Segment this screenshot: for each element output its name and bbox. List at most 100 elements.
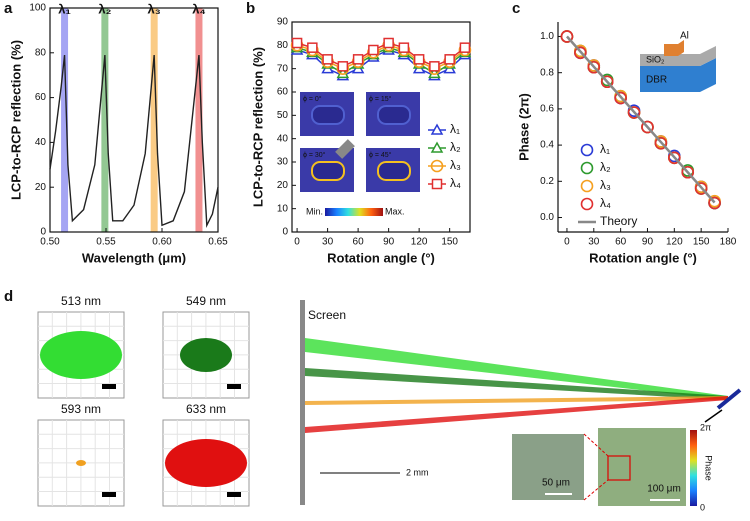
legend-label: λ₄ xyxy=(600,196,611,210)
y-tick-label: 40 xyxy=(277,133,289,144)
x-axis-label: Rotation angle (°) xyxy=(589,250,697,265)
x-tick-label: 30 xyxy=(322,237,334,248)
legend-marker xyxy=(430,123,444,135)
marker xyxy=(352,54,364,65)
x-tick-label: 150 xyxy=(693,237,710,248)
x-tick-label: 0 xyxy=(564,237,570,248)
legend-marker xyxy=(430,159,444,173)
marker xyxy=(694,182,708,195)
colorbar-label: Min. xyxy=(306,206,323,216)
marker xyxy=(681,165,695,179)
marker xyxy=(587,60,601,74)
line xyxy=(49,54,219,228)
y-tick-label: 0.6 xyxy=(540,104,554,115)
legend-marker xyxy=(580,197,594,211)
y-tick-label: 0.8 xyxy=(540,67,554,78)
inset-label: ϕ = 30° xyxy=(303,151,326,159)
plot-frame xyxy=(291,21,471,233)
marker xyxy=(429,61,440,72)
legend-marker xyxy=(430,141,444,153)
inset-scale-label: 50 μm xyxy=(542,478,570,489)
y-tick-label: 60 xyxy=(277,87,289,98)
inset-label: DBR xyxy=(646,75,667,86)
sem-inset xyxy=(512,434,584,500)
nanorod xyxy=(311,105,345,125)
spot-label: 633 nm xyxy=(186,402,226,416)
legend-label: λ₃ xyxy=(450,158,461,172)
x-tick-label: 90 xyxy=(642,237,654,248)
marker xyxy=(600,75,614,89)
focal-spot xyxy=(180,338,232,372)
screen xyxy=(300,300,305,505)
y-tick-label: 50 xyxy=(277,110,289,121)
colorbar-label: Max. xyxy=(385,206,405,216)
scale-bar xyxy=(102,492,116,497)
legend-label: λ₂ xyxy=(450,140,461,154)
legend-marker xyxy=(431,178,443,190)
x-tick-label: 120 xyxy=(411,237,428,248)
nanorod xyxy=(377,161,411,181)
y-tick-label: 90 xyxy=(277,17,289,28)
marker xyxy=(668,151,681,165)
y-tick-label: 20 xyxy=(277,180,289,191)
focal-spot xyxy=(40,331,122,379)
highlight-band xyxy=(195,8,203,232)
x-tick-label: 0.55 xyxy=(96,237,116,248)
y-tick-label: 0.4 xyxy=(540,140,554,151)
x-tick-label: 60 xyxy=(353,237,365,248)
legend-marker xyxy=(580,143,594,157)
highlight-label: λ₁ xyxy=(58,1,71,16)
y-tick-label: 0.0 xyxy=(540,212,554,223)
y-tick-label: 30 xyxy=(277,157,289,168)
y-tick-label: 60 xyxy=(35,92,47,103)
highlight-band xyxy=(61,8,69,232)
spot-label: 549 nm xyxy=(186,294,226,308)
scale-bar xyxy=(227,384,241,389)
x-tick-label: 120 xyxy=(666,237,683,248)
line xyxy=(296,44,466,70)
x-tick-label: 60 xyxy=(615,237,627,248)
marker xyxy=(444,54,455,65)
x-tick-label: 0.50 xyxy=(40,237,60,248)
nanorod xyxy=(377,105,411,125)
marker xyxy=(383,37,394,49)
focal-spot xyxy=(76,460,86,466)
spot-label: 593 nm xyxy=(61,402,101,416)
legend-label: λ₁ xyxy=(450,122,460,136)
inset-label: ϕ = 45° xyxy=(369,151,392,159)
colorbar-max: 2π xyxy=(700,422,711,432)
panel-label: c xyxy=(512,0,520,17)
panel-label: b xyxy=(246,0,255,17)
marker xyxy=(627,106,641,119)
highlight-label: λ₂ xyxy=(98,1,111,16)
y-tick-label: 70 xyxy=(277,63,289,74)
marker xyxy=(574,46,587,60)
legend-marker xyxy=(580,179,594,193)
x-tick-label: 150 xyxy=(441,237,458,248)
highlight-band xyxy=(150,8,158,232)
spot-label: 513 nm xyxy=(61,294,101,308)
legend-marker xyxy=(580,161,594,175)
plot-frame xyxy=(49,7,219,233)
colorbar-min: 0 xyxy=(700,502,705,512)
y-tick-label: 10 xyxy=(277,203,289,214)
y-tick-label: 100 xyxy=(29,3,46,14)
legend-label: λ₃ xyxy=(600,178,611,192)
colorbar-title: Phase xyxy=(704,455,714,481)
x-axis-label: Rotation angle (°) xyxy=(327,250,435,265)
y-axis-label: Phase (2π) xyxy=(516,93,531,161)
legend-label: λ₂ xyxy=(600,160,611,174)
beam xyxy=(305,396,728,433)
screen-label: Screen xyxy=(308,308,346,322)
marker xyxy=(291,37,303,49)
y-tick-label: 20 xyxy=(35,182,47,193)
zoom-lines xyxy=(583,433,609,501)
scale-bar xyxy=(102,384,116,389)
panel-label: a xyxy=(4,0,13,17)
scale-label: 2 mm xyxy=(406,467,429,477)
highlight-label: λ₄ xyxy=(192,1,205,16)
x-tick-label: 90 xyxy=(383,237,395,248)
focal-spot xyxy=(165,439,247,487)
y-tick-label: 0 xyxy=(40,227,46,238)
marker xyxy=(322,54,333,65)
